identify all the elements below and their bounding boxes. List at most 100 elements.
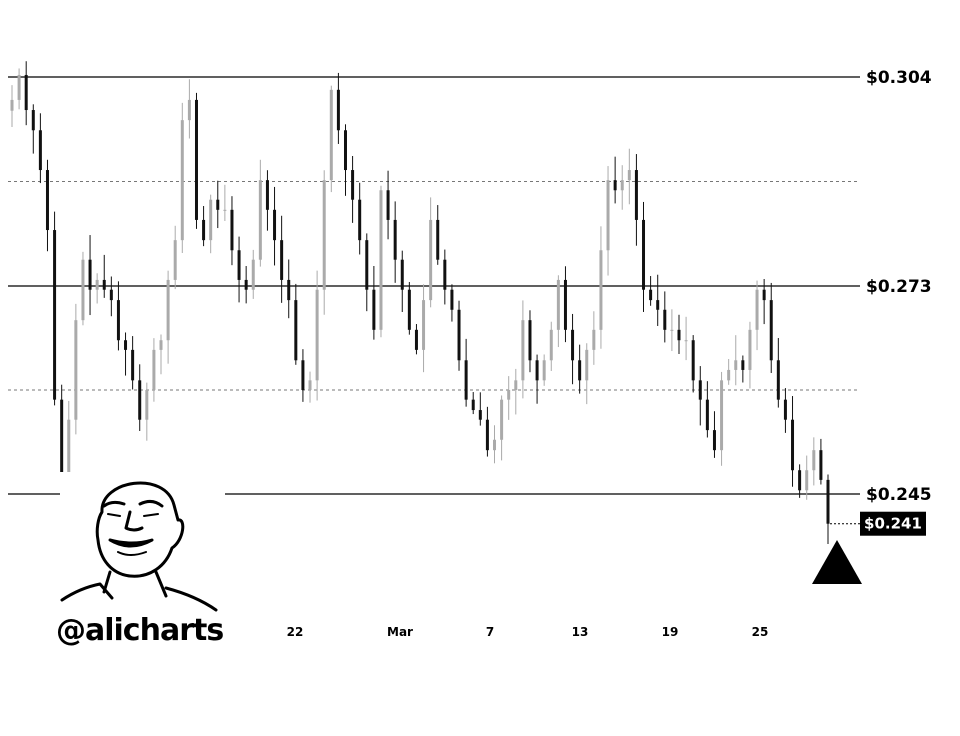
candle-body [819, 450, 823, 480]
candle-body [549, 329, 553, 361]
candle-body [535, 360, 539, 381]
candle-body [429, 219, 433, 301]
candle-body [216, 199, 220, 210]
candle-body [159, 340, 163, 350]
candle-body [301, 360, 305, 390]
level-label: $0.304 [866, 68, 932, 88]
candle-body [514, 380, 518, 390]
candle-body [358, 199, 362, 241]
candle-body [258, 180, 262, 260]
level-label: $0.245 [866, 485, 932, 505]
candle-body [592, 329, 596, 350]
current-price-box [860, 511, 926, 536]
candle-body [812, 450, 816, 471]
candle-body [109, 289, 113, 301]
candle-body [407, 289, 411, 330]
candle-body [663, 309, 667, 330]
candle-body [457, 309, 461, 361]
x-tick-label: Mar [387, 625, 413, 639]
candle-body [705, 399, 709, 431]
level-label: $0.273 [866, 277, 932, 297]
candle-body [343, 130, 347, 171]
candle-body [88, 259, 92, 290]
candle-body [684, 340, 688, 342]
candle-body [634, 170, 638, 220]
candle-body [627, 170, 631, 181]
candle-body [493, 439, 497, 451]
candle-body [265, 180, 269, 210]
candle-body [294, 300, 298, 361]
candle-body [308, 380, 312, 390]
x-tick-label: 13 [572, 625, 589, 639]
candle-body [443, 259, 447, 290]
candle-body [521, 320, 525, 381]
candle-body [95, 279, 99, 290]
candle-body [194, 99, 198, 220]
candle-body [53, 230, 57, 400]
candle-body [386, 190, 390, 220]
avatar [60, 472, 225, 612]
candle-body [273, 209, 277, 241]
candle-body [187, 99, 191, 121]
candle-body [223, 209, 227, 211]
candle-body [124, 340, 128, 350]
candle-body [563, 279, 567, 330]
candle-body [471, 399, 475, 411]
candle-body [138, 380, 142, 420]
candle-body [670, 329, 674, 331]
up-triangle-icon [812, 540, 862, 584]
candle-body [755, 289, 759, 330]
candle-body [599, 250, 603, 330]
candle-body [748, 329, 752, 370]
x-tick-label: 19 [662, 625, 679, 639]
candle-body [237, 250, 241, 280]
candle-body [649, 289, 653, 301]
candle-body [152, 349, 156, 390]
candle-body [677, 329, 681, 341]
candle-body [45, 170, 49, 231]
candle-body [102, 279, 106, 290]
candle-body [762, 289, 766, 301]
candle-body [67, 419, 71, 500]
x-tick-label: 22 [287, 625, 304, 639]
candle-body [478, 410, 482, 420]
candle-body [791, 419, 795, 471]
candle-body [38, 130, 42, 171]
candle-body [507, 390, 511, 400]
candle-body [74, 320, 78, 420]
candle-body [734, 360, 738, 370]
candle-body [500, 399, 504, 440]
candle-body [393, 219, 397, 260]
candle-body [287, 279, 291, 301]
candle-body [180, 120, 184, 241]
candle-body [712, 430, 716, 451]
candle-body [528, 320, 532, 361]
candle-body [336, 89, 340, 131]
candle-body [642, 219, 646, 290]
candle-body [116, 300, 120, 341]
candle-body [372, 289, 376, 330]
candle-body [414, 329, 418, 350]
candle-body [542, 360, 546, 381]
candle-body [656, 300, 660, 310]
candle-body [613, 180, 617, 191]
candle-body [60, 399, 64, 500]
candle-body [251, 259, 255, 290]
candle-body [698, 380, 702, 400]
candle-body [798, 470, 802, 491]
candle-body [578, 360, 582, 381]
candle-body [322, 180, 326, 290]
candle-body [173, 240, 177, 280]
candle-body [691, 340, 695, 381]
brand-handle: @alicharts [56, 613, 223, 648]
candle-body [31, 110, 35, 131]
candle-body [400, 259, 404, 290]
candle-body [81, 259, 85, 321]
candle-body [485, 419, 489, 451]
candle-body [365, 240, 369, 290]
candle-body [280, 240, 284, 280]
candle-body [379, 190, 383, 330]
candle-body [450, 289, 454, 310]
candle-body [776, 360, 780, 400]
candle-body [230, 209, 234, 251]
